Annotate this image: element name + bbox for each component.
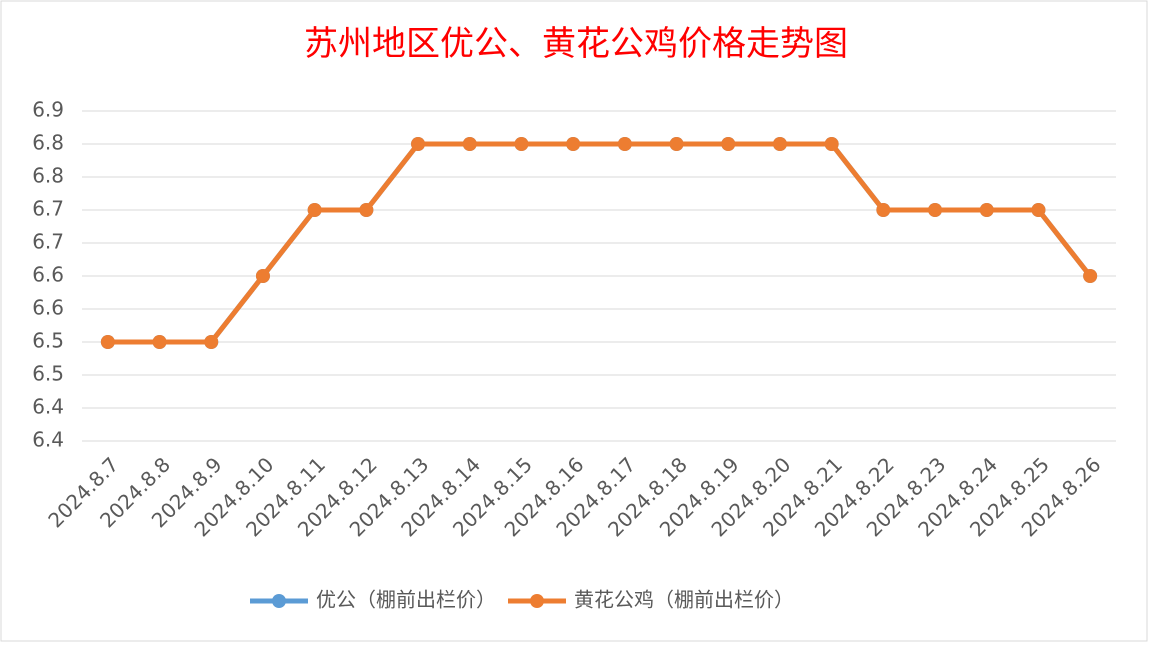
point-marker	[721, 137, 736, 151]
y-tick-label: 6.4	[32, 395, 64, 419]
y-tick-label: 6.6	[32, 296, 64, 320]
legend-label: 黄花公鸡（棚前出栏价）	[574, 588, 794, 612]
point-marker	[1031, 203, 1046, 217]
point-marker	[100, 335, 115, 349]
point-marker	[1083, 269, 1098, 283]
point-marker	[411, 137, 426, 151]
y-tick-label: 6.6	[32, 263, 64, 287]
point-marker	[255, 269, 270, 283]
point-marker	[772, 137, 787, 151]
point-marker	[824, 137, 839, 151]
series-line	[107, 141, 1093, 345]
legend-marker	[272, 594, 286, 608]
y-tick-label: 6.4	[32, 428, 64, 452]
point-marker	[979, 203, 994, 217]
point-marker	[669, 137, 684, 151]
y-tick-label: 6.8	[32, 164, 64, 188]
legend-marker	[530, 594, 544, 608]
point-marker	[566, 137, 581, 151]
point-marker	[462, 137, 477, 151]
y-tick-label: 6.5	[32, 362, 64, 386]
point-marker	[928, 203, 943, 217]
point-marker	[204, 335, 219, 349]
chart-title: 苏州地区优公、黄花公鸡价格走势图	[304, 24, 848, 64]
y-tick-label: 6.7	[32, 197, 64, 221]
y-tick-label: 6.8	[32, 131, 64, 155]
point-marker	[617, 137, 632, 151]
y-tick-label: 6.7	[32, 230, 64, 254]
point-marker	[514, 137, 529, 151]
y-tick-label: 6.5	[32, 329, 64, 353]
legend-label: 优公（棚前出栏价）	[316, 588, 496, 612]
point-marker	[876, 203, 891, 217]
point-marker	[359, 203, 374, 217]
y-tick-label: 6.9	[32, 98, 64, 122]
point-marker	[307, 203, 322, 217]
point-marker	[152, 335, 167, 349]
